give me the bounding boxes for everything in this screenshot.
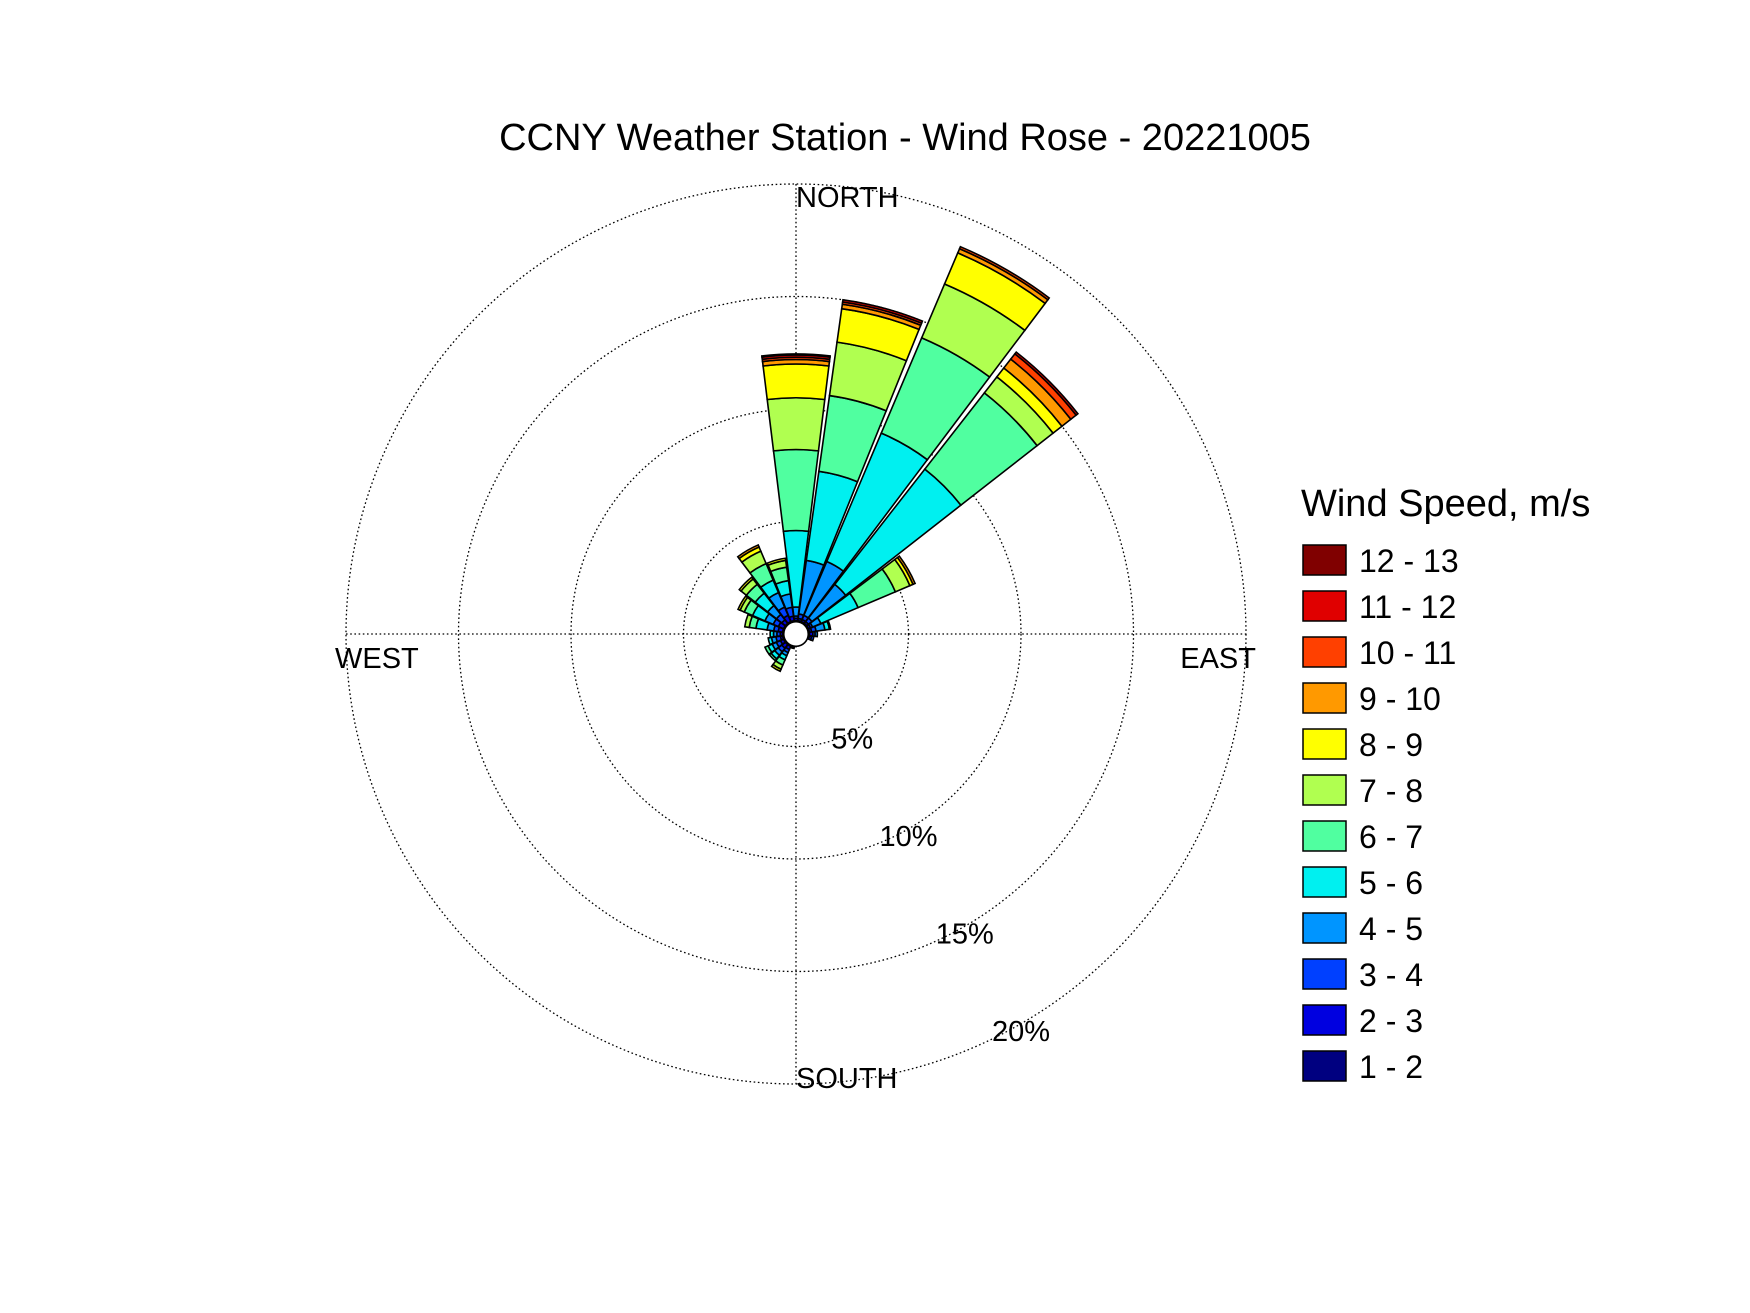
radial-ring-labels: 5% 10% 15% 20% — [831, 723, 1050, 1047]
legend-item: 11 - 12 — [1302, 589, 1456, 625]
chart-title: CCNY Weather Station - Wind Rose - 20221… — [499, 117, 1311, 159]
legend-label: 10 - 11 — [1359, 635, 1456, 671]
wedge-segment — [841, 298, 924, 325]
wedge-segment — [767, 636, 775, 646]
direction-label-south: SOUTH — [796, 1063, 898, 1095]
legend-label: 6 - 7 — [1359, 819, 1423, 855]
calm-center-circle — [782, 620, 810, 648]
wedge-segment — [762, 363, 830, 401]
legend-swatch — [1302, 590, 1347, 622]
grid-ring-3 — [457, 295, 1135, 973]
wedge-segment — [766, 557, 787, 567]
legend-item: 2 - 3 — [1302, 1003, 1423, 1039]
wedge-segment — [896, 555, 917, 586]
sector-45deg — [801, 350, 1080, 629]
legend-swatch — [1302, 728, 1347, 760]
direction-label-north: NORTH — [796, 182, 899, 214]
wedge-segment — [736, 543, 761, 560]
legend-label: 2 - 3 — [1359, 1003, 1423, 1039]
wedge-segment — [736, 594, 749, 612]
legend-item: 5 - 6 — [1302, 865, 1423, 901]
legend-item: 12 - 13 — [1302, 543, 1459, 579]
legend-swatch — [1302, 636, 1347, 668]
wedge-segment — [769, 629, 775, 639]
legend-label: 4 - 5 — [1359, 911, 1423, 947]
legend-item: 1 - 2 — [1302, 1049, 1423, 1085]
ring-label-2: 10% — [879, 821, 937, 853]
wedge-segment — [766, 397, 826, 452]
legend-label: 12 - 13 — [1359, 543, 1459, 579]
legend-swatch — [1302, 774, 1347, 806]
legend-item: 4 - 5 — [1302, 911, 1423, 947]
wedge-segment — [826, 619, 832, 631]
legend-swatch — [1302, 866, 1347, 898]
legend-label: 5 - 6 — [1359, 865, 1423, 901]
legend-label: 1 - 2 — [1359, 1049, 1423, 1085]
legend-item: 7 - 8 — [1302, 773, 1423, 809]
legend-swatch — [1302, 912, 1347, 944]
ring-label-3: 15% — [936, 918, 994, 950]
ring-label-4: 20% — [992, 1016, 1050, 1048]
wedge-segment — [814, 630, 819, 638]
sector-0deg — [760, 353, 832, 624]
direction-label-east: EAST — [1180, 643, 1256, 675]
wedge-segment — [763, 644, 773, 656]
legend-swatch — [1302, 820, 1347, 852]
wedge-segment — [958, 245, 1051, 301]
legend-item: 3 - 4 — [1302, 957, 1423, 993]
wedge-segment — [1013, 350, 1080, 417]
wedge-segment — [809, 635, 815, 642]
sector-60deg — [803, 555, 917, 631]
legend-item: 10 - 11 — [1302, 635, 1456, 671]
legend-label: 8 - 9 — [1359, 727, 1423, 763]
sector-345deg — [766, 557, 796, 625]
legend-label: 3 - 4 — [1359, 957, 1423, 993]
legend-label: 9 - 10 — [1359, 681, 1441, 717]
wedge-segment — [738, 576, 755, 593]
legend-swatch — [1302, 1004, 1347, 1036]
legend-item: 9 - 10 — [1302, 681, 1441, 717]
sector-210deg — [770, 641, 793, 673]
direction-label-west: WEST — [335, 643, 419, 675]
legend-swatch — [1302, 544, 1347, 576]
legend-swatch — [1302, 958, 1347, 990]
calm-center — [782, 620, 810, 648]
legend: 12 - 13 11 - 12 10 - 11 9 - 10 8 - 9 7 - 8 6 -… — [1302, 543, 1459, 1085]
legend-title: Wind Speed, m/s — [1301, 483, 1590, 525]
wedge-segment — [743, 613, 754, 629]
legend-label: 11 - 12 — [1359, 589, 1456, 625]
legend-item: 6 - 7 — [1302, 819, 1423, 855]
wind-rose-sectors — [736, 245, 1080, 673]
sector-15deg — [796, 298, 924, 625]
legend-swatch — [1302, 1050, 1347, 1082]
legend-swatch — [1302, 682, 1347, 714]
legend-item: 8 - 9 — [1302, 727, 1423, 763]
legend-label: 7 - 8 — [1359, 773, 1423, 809]
ring-label-1: 5% — [831, 723, 873, 755]
sector-30deg — [799, 245, 1051, 627]
wedge-segment — [770, 663, 783, 673]
wedge-segment — [760, 353, 832, 358]
